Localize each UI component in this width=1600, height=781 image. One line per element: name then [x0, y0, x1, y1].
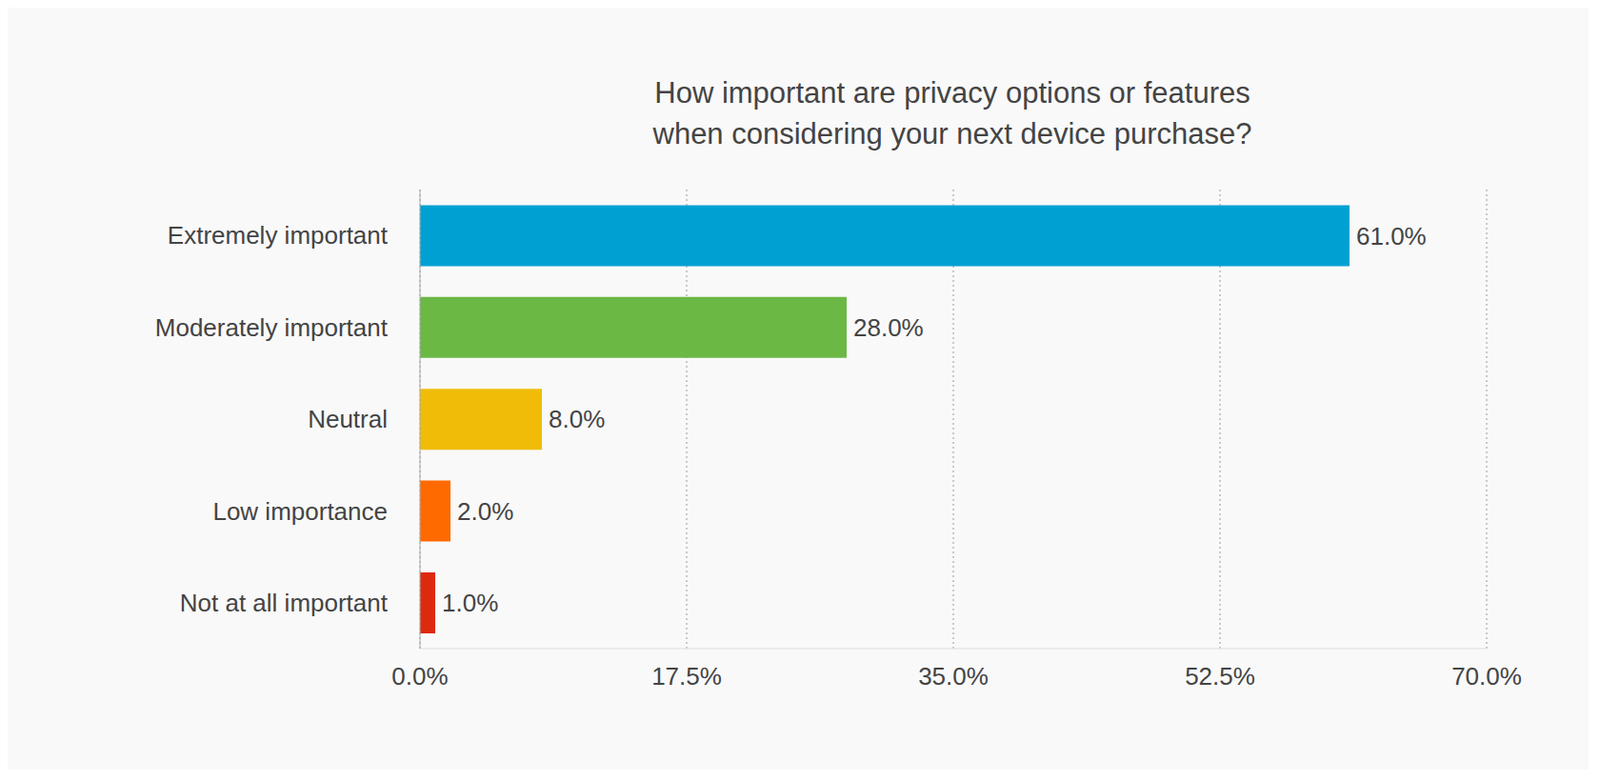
svg-text:70.0%: 70.0%	[1451, 661, 1522, 691]
svg-text:17.5%: 17.5%	[651, 661, 722, 691]
svg-text:28.0%: 28.0%	[853, 313, 924, 342]
svg-text:0.0%: 0.0%	[391, 661, 448, 691]
html-text:when considering your next dev: when considering your next device purcha…	[652, 117, 1252, 151]
svg-text:61.0%: 61.0%	[1356, 221, 1427, 251]
svg-text:35.0%: 35.0%	[918, 661, 989, 691]
svg-text:Extremely important: Extremely important	[167, 220, 389, 250]
svg-text:Neutral: Neutral	[307, 404, 388, 434]
html-text:How important are privacy opti: How important are privacy options or fea…	[654, 76, 1251, 110]
svg-text:Low importance: Low importance	[212, 497, 388, 526]
svg-text:1.0%: 1.0%	[441, 588, 499, 618]
svg-text:8.0%: 8.0%	[548, 404, 605, 434]
svg-text:Moderately important: Moderately important	[155, 313, 389, 342]
svg-text:52.5%: 52.5%	[1184, 661, 1256, 691]
svg-text:Not at all important: Not at all important	[180, 588, 389, 618]
svg-text:2.0%: 2.0%	[457, 497, 514, 526]
